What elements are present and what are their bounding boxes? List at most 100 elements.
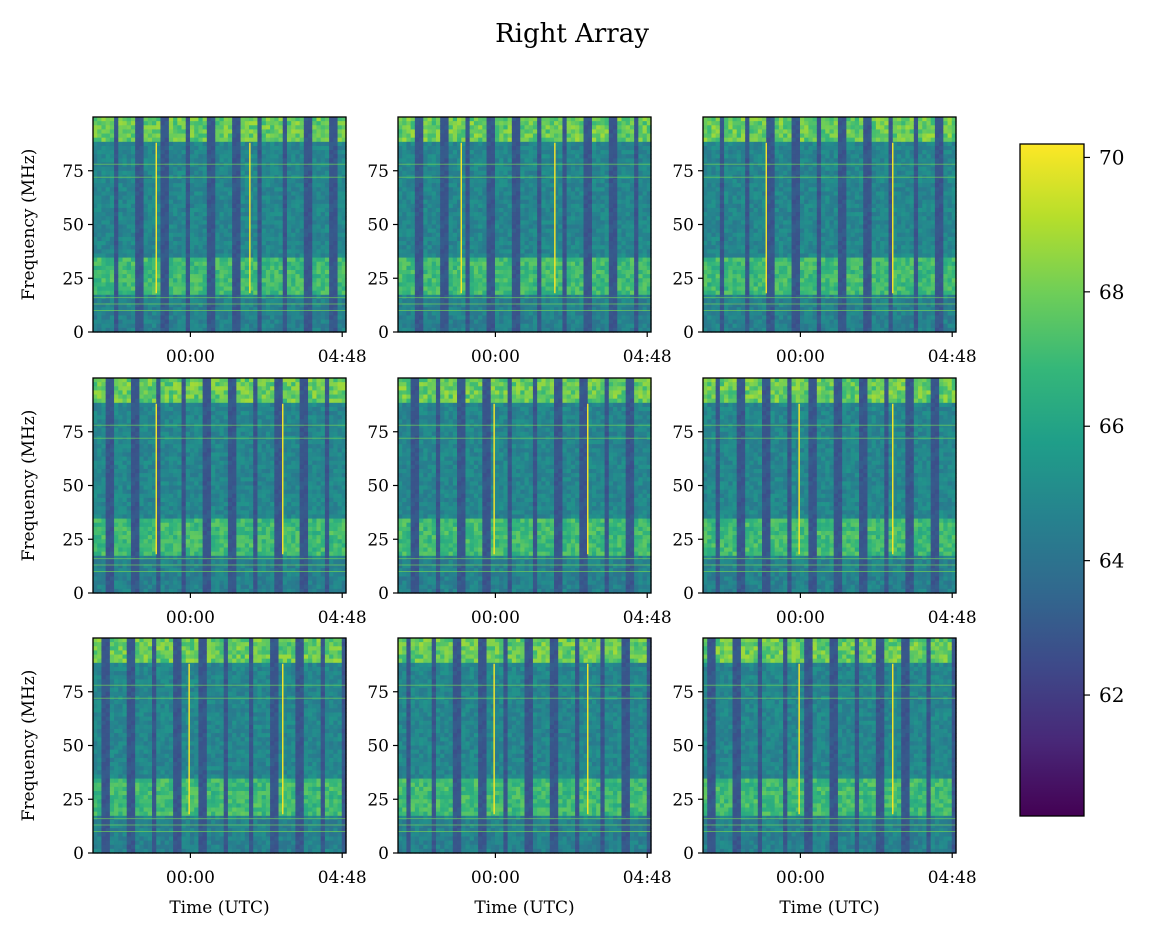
heatmap-cell (164, 249, 170, 255)
heatmap-cell (448, 199, 454, 205)
heatmap-cell (130, 265, 136, 271)
heatmap-cell (135, 191, 140, 197)
heatmap-cell (135, 137, 140, 143)
heatmap-cell (490, 212, 496, 217)
heatmap-cell (329, 141, 334, 147)
heatmap-cell (303, 166, 309, 172)
heatmap-cell (490, 319, 496, 325)
heatmap-cell (435, 232, 441, 238)
heatmap-cell (478, 145, 483, 151)
heatmap-cell (261, 323, 267, 329)
heatmap-cell (257, 290, 263, 296)
heatmap-cell (452, 274, 458, 279)
heatmap-cell (126, 274, 132, 279)
heatmap-cell (499, 207, 505, 213)
heatmap-cell (135, 141, 140, 147)
heatmap-cell (282, 145, 288, 151)
heatmap-cell (198, 129, 204, 135)
heatmap-cell (423, 117, 429, 122)
heatmap-cell (402, 150, 408, 155)
heatmap-cell (482, 133, 488, 139)
heatmap-cell (114, 261, 119, 267)
heatmap-cell (511, 315, 517, 321)
heatmap-cell (419, 265, 424, 271)
heatmap-cell (516, 290, 521, 296)
heatmap-cell (168, 170, 174, 176)
heatmap-cell (478, 224, 483, 230)
heatmap-cell (532, 199, 538, 205)
heatmap-cell (257, 145, 263, 151)
heatmap-cell (299, 236, 305, 242)
heatmap-cell (93, 203, 98, 209)
heatmap-cell (398, 117, 403, 122)
heatmap-cell (414, 323, 420, 329)
heatmap-cell (333, 228, 339, 234)
heatmap-cell (452, 253, 458, 259)
heatmap-cell (122, 249, 128, 255)
heatmap-cell (114, 216, 119, 221)
heatmap-cell (520, 269, 526, 275)
heatmap-cell (532, 137, 538, 143)
heatmap-cell (147, 133, 153, 139)
heatmap-cell (244, 203, 250, 209)
heatmap-cell (320, 125, 326, 130)
heatmap-cell (291, 166, 296, 172)
heatmap-cell (185, 166, 191, 172)
heatmap-cell (457, 150, 462, 155)
heatmap-cell (541, 195, 547, 201)
heatmap-cell (257, 150, 263, 155)
heatmap-cell (465, 311, 471, 317)
heatmap-cell (461, 327, 467, 333)
heatmap-cell (398, 311, 403, 317)
heatmap-cell (452, 191, 458, 197)
heatmap-cell (101, 282, 107, 288)
heatmap-cell (478, 261, 483, 267)
heatmap-cell (156, 150, 162, 155)
heatmap-cell (105, 323, 111, 329)
heatmap-cell (143, 158, 149, 164)
heatmap-cell (503, 286, 509, 292)
heatmap-cell (398, 129, 403, 135)
heatmap-cell (211, 133, 216, 139)
heatmap-cell (143, 150, 149, 155)
heatmap-cell (168, 311, 174, 317)
heatmap-cell (494, 286, 500, 292)
heatmap-cell (278, 232, 284, 238)
heatmap-cell (244, 286, 250, 292)
heatmap-cell (101, 137, 107, 143)
heatmap-cell (520, 158, 526, 164)
heatmap-cell (101, 303, 107, 308)
heatmap-cell (274, 183, 280, 188)
heatmap-cell (198, 232, 204, 238)
heatmap-cell (130, 228, 136, 234)
heatmap-cell (261, 125, 267, 130)
heatmap-cell (507, 150, 513, 155)
heatmap-cell (337, 199, 343, 205)
heatmap-cell (532, 269, 538, 275)
heatmap-cell (499, 269, 505, 275)
heatmap-cell (308, 290, 313, 296)
heatmap-cell (490, 199, 496, 205)
heatmap-cell (532, 327, 538, 333)
heatmap-cell (244, 249, 250, 255)
heatmap-cell (156, 323, 162, 329)
heatmap-cell (486, 245, 492, 250)
heatmap-cell (299, 216, 305, 221)
heatmap-cell (118, 117, 124, 122)
heatmap-cell (139, 117, 145, 122)
heatmap-cell (173, 286, 178, 292)
heatmap-cell (541, 207, 547, 213)
heatmap-cell (249, 307, 254, 312)
heatmap-cell (482, 137, 488, 143)
heatmap-cell (135, 327, 140, 333)
heatmap-cell (101, 232, 107, 238)
heatmap-cell (333, 154, 339, 159)
heatmap-cell (320, 257, 326, 263)
heatmap-cell (461, 278, 467, 283)
heatmap-cell (223, 323, 229, 329)
heatmap-cell (257, 187, 263, 193)
heatmap-cell (503, 137, 509, 143)
heatmap-cell (177, 303, 183, 308)
heatmap-cell (244, 166, 250, 172)
heatmap-cell (114, 236, 119, 242)
